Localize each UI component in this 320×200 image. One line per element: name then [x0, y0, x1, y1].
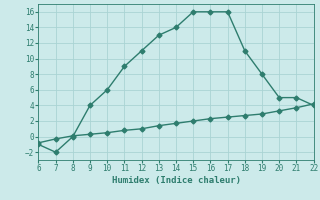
X-axis label: Humidex (Indice chaleur): Humidex (Indice chaleur): [111, 176, 241, 185]
